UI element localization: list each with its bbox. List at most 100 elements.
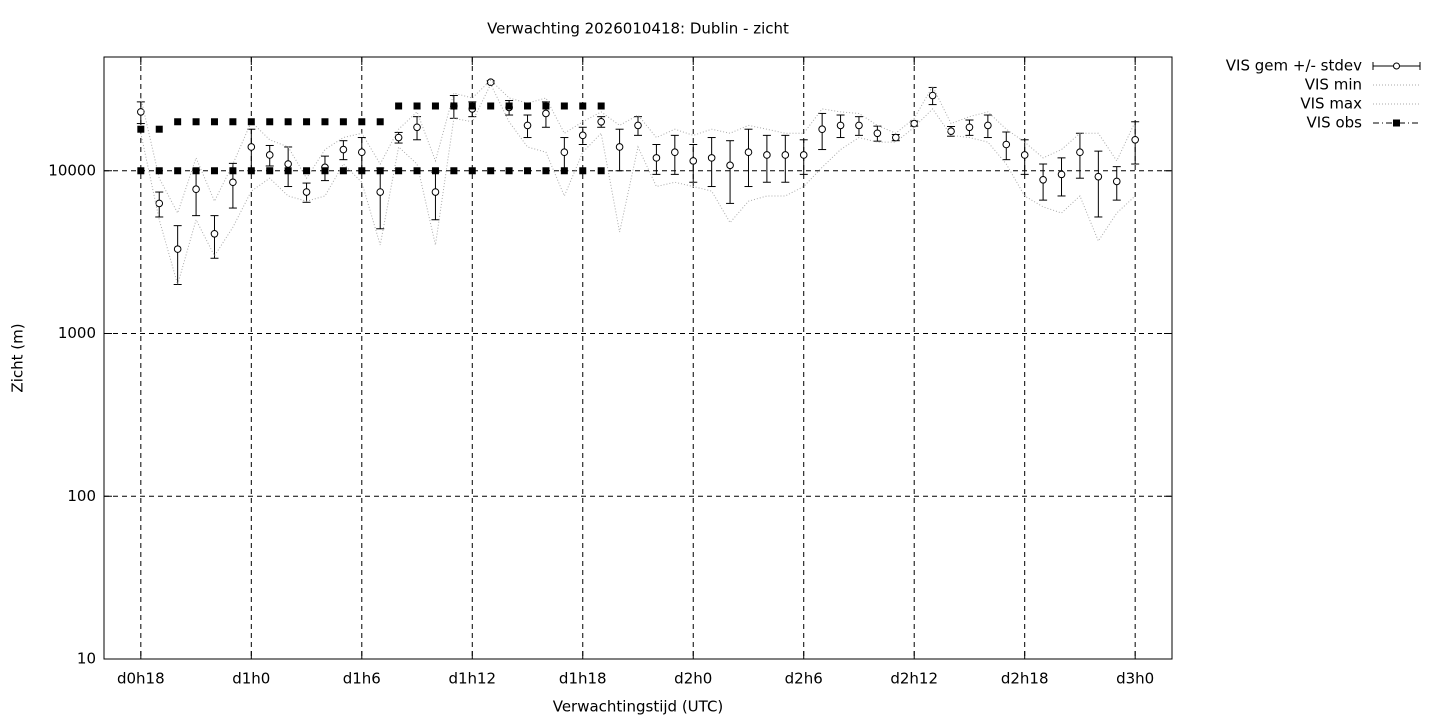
legend-label: VIS min [1305, 76, 1362, 94]
x-tick-label: d1h6 [343, 670, 381, 688]
x-tick-label: d1h12 [448, 670, 496, 688]
obs-point [247, 167, 255, 175]
mean-point [947, 127, 955, 136]
legend-label: VIS gem +/- stdev [1226, 57, 1362, 75]
obs-point [487, 167, 495, 175]
obs-point [413, 102, 421, 110]
obs-point [229, 167, 237, 175]
mean-point [265, 151, 274, 159]
mean-point [873, 129, 882, 138]
mean-point [560, 148, 569, 157]
obs-point [468, 167, 476, 175]
mean-point [726, 161, 734, 170]
mean-point [137, 108, 145, 116]
obs-point [579, 102, 587, 110]
obs-point [321, 167, 329, 175]
mean-point [1094, 172, 1103, 181]
obs-point [210, 167, 218, 175]
mean-point [173, 245, 182, 253]
mean-point [302, 188, 311, 196]
obs-point [524, 167, 532, 175]
mean-point [910, 119, 919, 128]
obs-point [192, 118, 200, 126]
obs-point [210, 118, 218, 126]
y-tick-label: 10 [77, 650, 96, 668]
range-line [140, 83, 1136, 287]
legend-swatch [1393, 62, 1400, 70]
obs-point [155, 125, 163, 133]
obs-point [284, 167, 292, 175]
x-tick-label: d1h18 [559, 670, 607, 688]
mean-point [1002, 140, 1011, 149]
obs-point [174, 118, 182, 126]
mean-point [615, 143, 624, 151]
mean-point [542, 109, 550, 118]
mean-point [652, 154, 661, 162]
obs-point [321, 118, 329, 126]
mean-point [1057, 170, 1066, 179]
mean-point [855, 121, 863, 130]
mean-point [247, 143, 256, 151]
mean-point [965, 123, 974, 132]
x-tick-label: d0h18 [117, 670, 165, 688]
obs-point [505, 102, 513, 110]
mean-point [229, 178, 237, 187]
obs-point [505, 167, 513, 175]
x-tick-label: d2h18 [1001, 670, 1049, 688]
obs-point [413, 167, 421, 175]
y-tick-label: 10000 [48, 161, 96, 179]
mean-point [431, 188, 440, 196]
plot-frame [103, 56, 1173, 660]
obs-point [137, 125, 145, 133]
mean-point [1076, 148, 1084, 157]
obs-point [247, 118, 255, 126]
mean-point [818, 125, 826, 134]
range-line [140, 79, 1136, 215]
mean-point [781, 151, 790, 159]
obs-point [450, 167, 458, 175]
legend-label: VIS obs [1307, 114, 1363, 132]
y-tick-label: 100 [67, 487, 96, 505]
obs-point [376, 118, 384, 126]
mean-point [523, 121, 532, 130]
mean-point [1020, 151, 1029, 159]
mean-point [376, 188, 385, 196]
legend-label: VIS max [1300, 95, 1362, 113]
x-tick-label: d3h0 [1116, 670, 1154, 688]
y-axis-label: Zicht (m) [9, 323, 27, 392]
obs-point [192, 167, 200, 175]
obs-point [542, 167, 550, 175]
x-tick-label: d2h6 [785, 670, 823, 688]
obs-point [450, 102, 458, 110]
obs-point [597, 167, 605, 175]
mean-point [689, 157, 698, 165]
obs-point [376, 167, 384, 175]
mean-point [210, 229, 219, 238]
obs-point [560, 102, 568, 110]
mean-point [597, 117, 605, 126]
mean-point [155, 199, 164, 208]
obs-point [560, 167, 568, 175]
mean-point [763, 151, 771, 159]
mean-point [671, 148, 679, 157]
mean-point [339, 145, 348, 154]
obs-point [339, 118, 347, 126]
mean-point [707, 154, 716, 162]
obs-point [303, 167, 311, 175]
y-tick-label: 1000 [58, 324, 96, 342]
mean-point [1131, 135, 1139, 144]
obs-point [395, 102, 403, 110]
obs-point [174, 167, 182, 175]
obs-point [339, 167, 347, 175]
mean-point [1112, 177, 1121, 186]
obs-point [358, 118, 366, 126]
chart-title: Verwachting 2026010418: Dublin - zicht [487, 20, 789, 38]
x-tick-label: d2h12 [890, 670, 938, 688]
mean-point [192, 185, 200, 194]
mean-point [928, 91, 937, 100]
mean-point [357, 148, 366, 157]
mean-point [836, 121, 845, 130]
mean-point [284, 160, 292, 168]
